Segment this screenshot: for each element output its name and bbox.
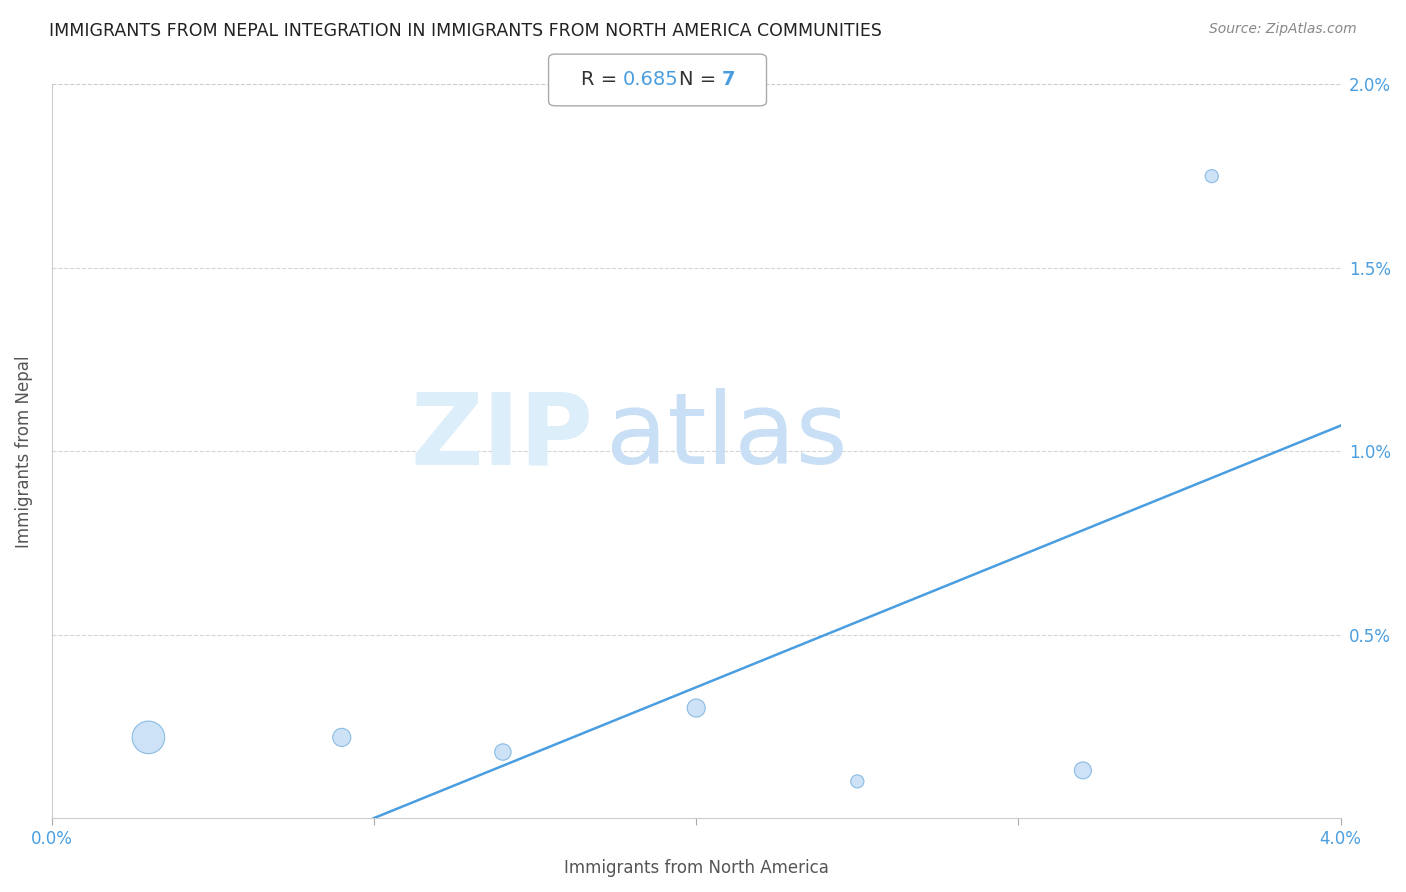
Text: atlas: atlas: [606, 388, 848, 485]
Text: 7: 7: [721, 70, 735, 89]
Text: Source: ZipAtlas.com: Source: ZipAtlas.com: [1209, 22, 1357, 37]
Point: [685, 701, 707, 715]
Text: N =: N =: [679, 70, 723, 89]
X-axis label: Immigrants from North America: Immigrants from North America: [564, 859, 828, 877]
Point: [846, 774, 869, 789]
Y-axis label: Immigrants from Nepal: Immigrants from Nepal: [15, 355, 32, 548]
Text: 0.685: 0.685: [623, 70, 679, 89]
Text: IMMIGRANTS FROM NEPAL INTEGRATION IN IMMIGRANTS FROM NORTH AMERICA COMMUNITIES: IMMIGRANTS FROM NEPAL INTEGRATION IN IMM…: [49, 22, 882, 40]
Point: [330, 731, 353, 745]
Point: [1071, 764, 1094, 778]
Point: [1201, 169, 1223, 183]
Text: ZIP: ZIP: [411, 388, 593, 485]
Text: R =: R =: [581, 70, 623, 89]
FancyBboxPatch shape: [548, 54, 766, 106]
Point: [138, 731, 160, 745]
Point: [492, 745, 515, 759]
